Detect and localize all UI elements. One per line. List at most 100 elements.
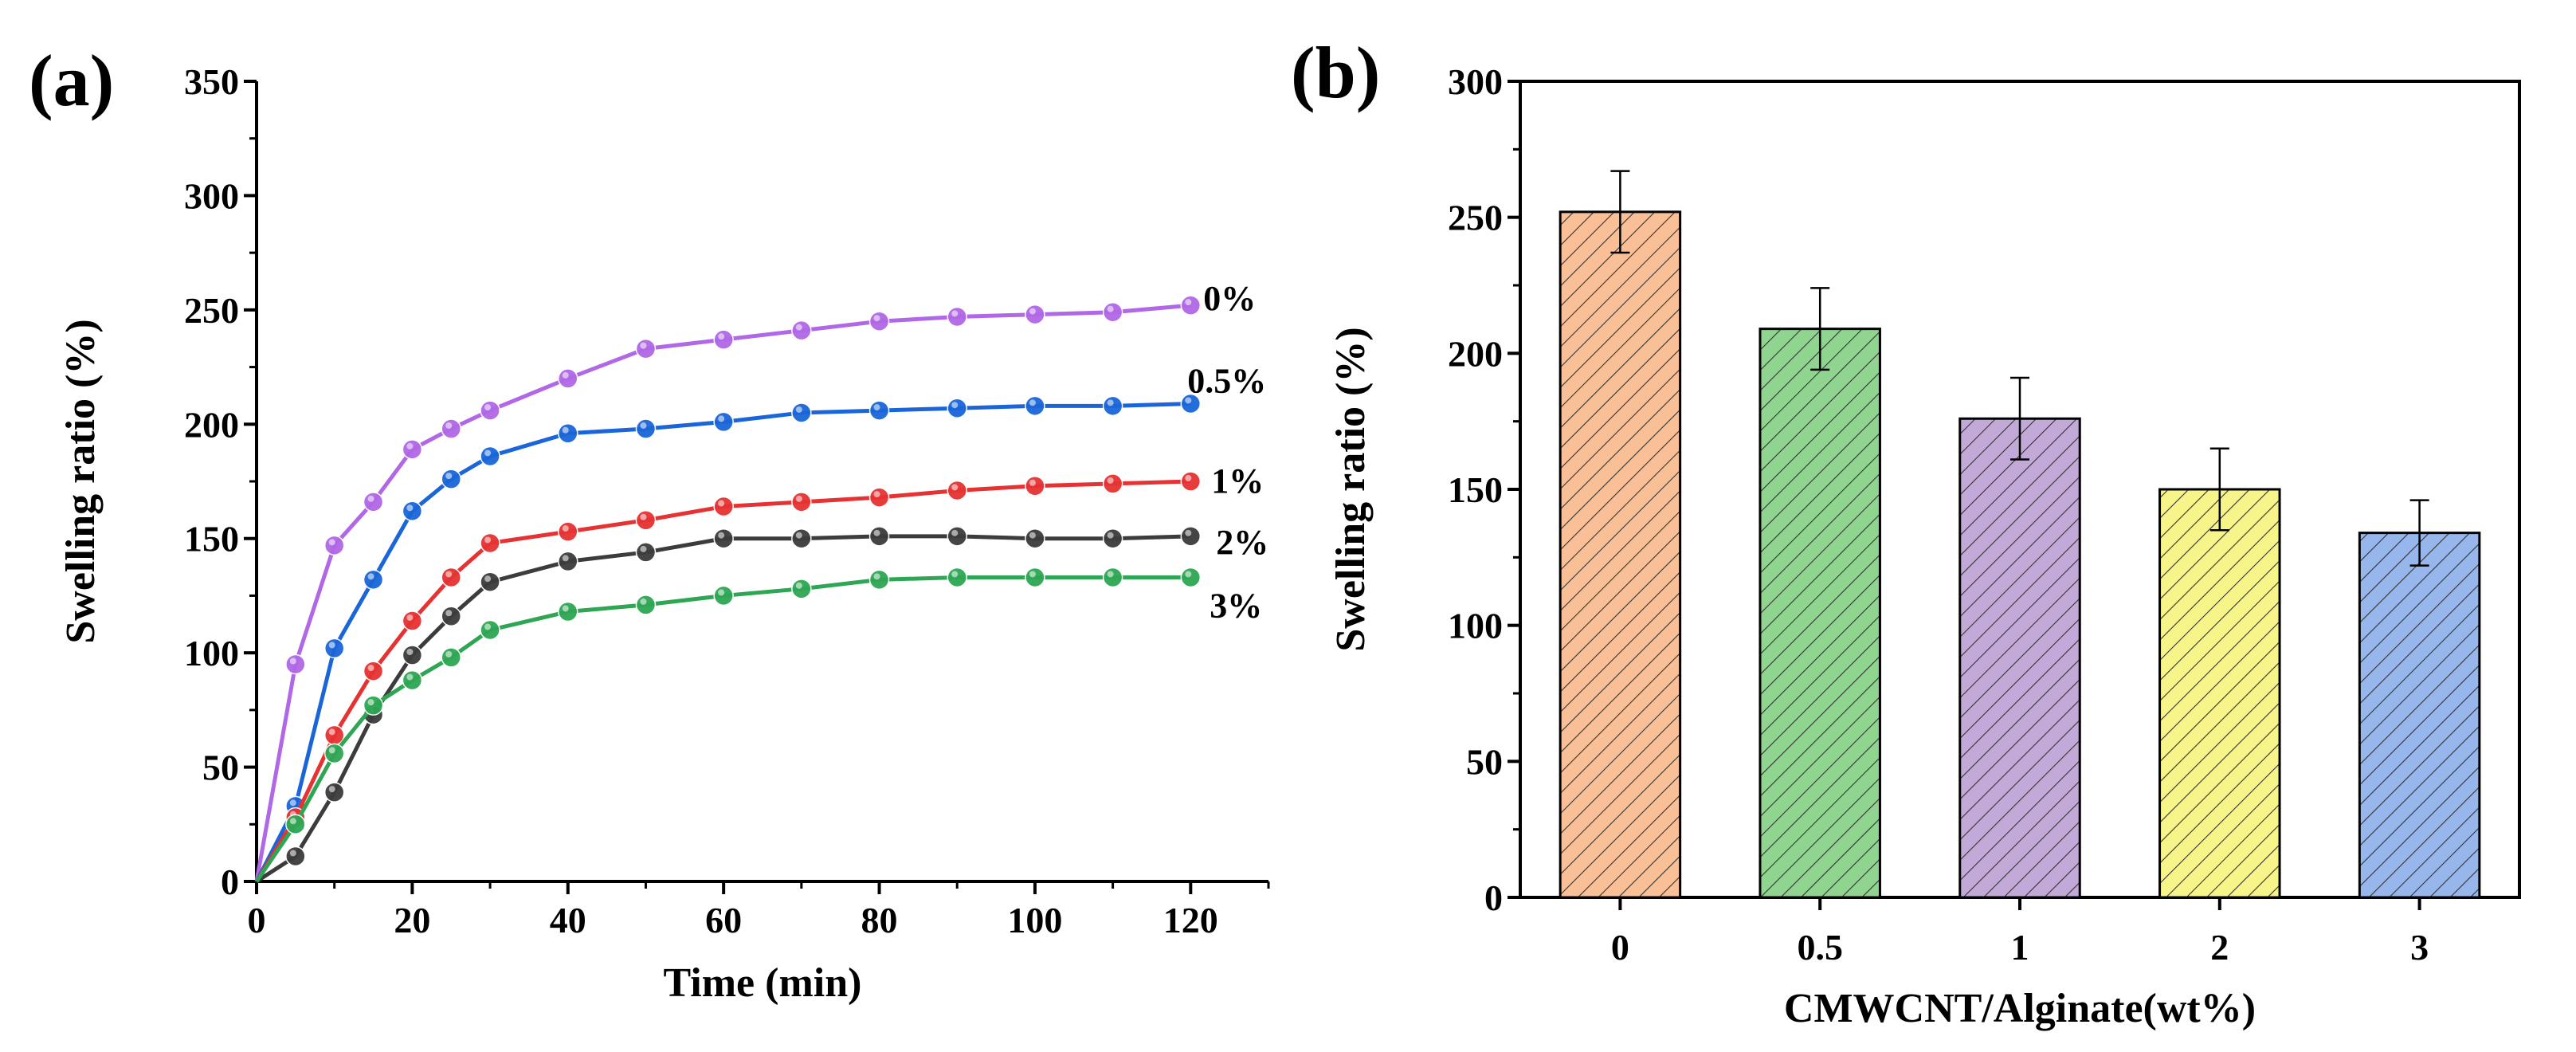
data-point (323, 638, 345, 659)
data-point-highlight (367, 573, 374, 580)
panel-b-bar-chart: 0 50 100 150 200 250 300 0 0.5 1 2 3 CMWCNT/Alginate… (1291, 32, 2521, 1031)
y-tick-label: 100 (1448, 606, 1503, 646)
data-point-highlight (484, 449, 492, 457)
data-point (868, 569, 890, 591)
data-point-highlight (951, 310, 959, 317)
data-point-highlight (1107, 532, 1114, 539)
data-point-highlight (1029, 479, 1036, 486)
data-point (480, 400, 500, 421)
y-tick-label: 0 (1484, 877, 1503, 918)
data-point (1102, 395, 1123, 417)
data-point (791, 492, 812, 512)
data-point (402, 439, 423, 460)
data-point (402, 500, 423, 522)
data-point-highlight (1107, 399, 1114, 406)
bar-0.5 (1759, 287, 1881, 899)
data-point (947, 398, 967, 418)
data-point (791, 402, 812, 423)
data-point-highlight (718, 589, 725, 596)
series-line (254, 479, 1191, 883)
series-label: 0% (1203, 279, 1256, 318)
data-point (323, 743, 345, 764)
data-point (363, 661, 384, 681)
data-point-highlight (951, 402, 959, 409)
x-tick-label: 0.5 (1797, 927, 1843, 968)
x-tick-label: 20 (394, 900, 430, 940)
data-point (323, 535, 345, 556)
data-point (868, 311, 890, 332)
data-point-highlight (328, 642, 335, 649)
y-tick-label: 50 (202, 748, 239, 788)
bar-1 (1958, 376, 2081, 899)
data-point (947, 306, 967, 328)
data-point-highlight (445, 571, 453, 578)
bar (1958, 417, 2081, 899)
data-point (1102, 528, 1123, 549)
data-point-highlight (1029, 532, 1036, 539)
bar-2 (2158, 447, 2281, 899)
data-point (480, 532, 500, 554)
data-point-highlight (289, 658, 296, 665)
data-point-highlight (795, 406, 802, 413)
series-0%: 0% (254, 279, 1256, 882)
x-tick-label: 40 (550, 900, 586, 940)
data-point-highlight (718, 500, 725, 507)
data-point-highlight (795, 495, 802, 502)
data-point-highlight (484, 404, 492, 411)
data-point (635, 595, 657, 615)
bar (2158, 488, 2281, 899)
data-point (713, 528, 734, 549)
data-point-highlight (951, 571, 959, 578)
data-point-highlight (1185, 299, 1192, 306)
bar (1559, 210, 1682, 899)
data-point-highlight (484, 575, 492, 583)
data-point-highlight (1029, 308, 1036, 315)
data-point (402, 669, 423, 691)
data-point-highlight (289, 850, 296, 857)
data-point-highlight (1107, 571, 1114, 578)
data-point-highlight (1185, 475, 1192, 481)
data-point (947, 526, 967, 547)
data-point (323, 782, 345, 803)
data-point (1025, 567, 1045, 588)
data-point-highlight (328, 728, 335, 736)
series-3%: 3% (254, 567, 1262, 883)
y-tick-label: 50 (1466, 741, 1503, 782)
series-line (254, 303, 1191, 882)
data-point-highlight (873, 573, 880, 580)
data-point-highlight (718, 415, 725, 422)
data-point-highlight (367, 699, 374, 706)
y-tick-label: 100 (184, 633, 239, 673)
data-point-highlight (718, 532, 725, 539)
data-point-highlight (1185, 571, 1192, 578)
data-point (1102, 473, 1123, 494)
data-point-highlight (1107, 477, 1114, 484)
data-point (558, 423, 578, 444)
series-label: 0.5% (1187, 361, 1266, 400)
data-point (635, 510, 657, 531)
series-label: 2% (1216, 523, 1268, 562)
data-point (480, 571, 500, 592)
data-point-highlight (951, 484, 959, 491)
data-point-highlight (795, 324, 802, 331)
data-point (363, 492, 384, 512)
data-point (363, 569, 384, 591)
x-tick-label: 3 (2410, 927, 2429, 968)
data-point-highlight (484, 623, 492, 630)
data-point (402, 610, 423, 631)
data-point (791, 579, 812, 599)
y-tick-label: 300 (184, 175, 239, 216)
x-axis-title: Time (min) (664, 960, 862, 1006)
series-0.5%: 0.5% (254, 361, 1266, 883)
data-point (1180, 295, 1202, 316)
data-point (558, 368, 578, 389)
data-point-highlight (640, 513, 647, 520)
data-point-highlight (289, 818, 296, 825)
data-point (1025, 475, 1045, 497)
data-point (285, 654, 306, 675)
data-point-highlight (795, 532, 802, 539)
data-point-highlight (328, 786, 335, 793)
series-line (254, 401, 1191, 883)
data-point (713, 496, 734, 517)
